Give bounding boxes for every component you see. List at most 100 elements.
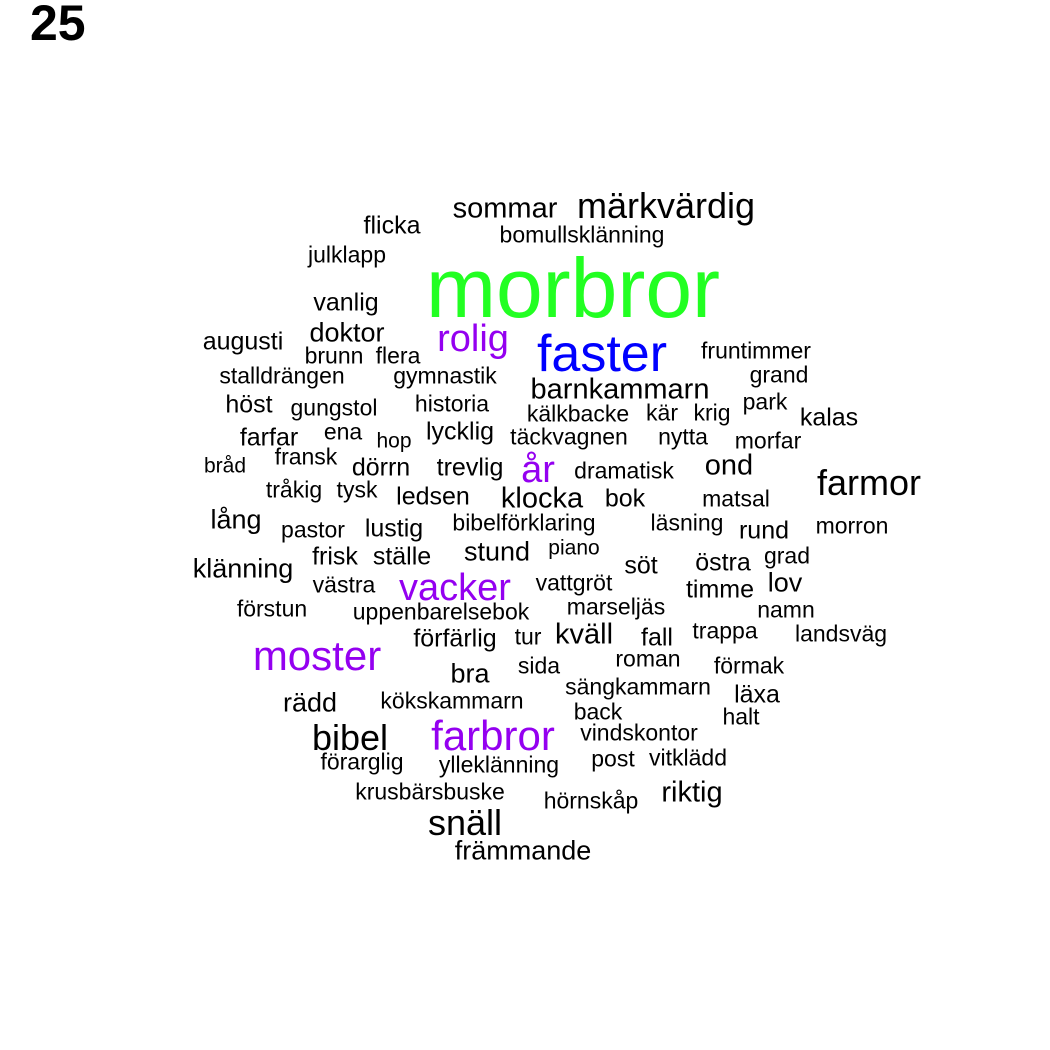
cloud-word: flicka [363,211,421,240]
cloud-word: rund [738,516,790,545]
cloud-word: halt [722,703,760,730]
cloud-word: barnkammarn [530,373,710,406]
cloud-word: fall [641,623,673,652]
cloud-word: landsväg [794,620,888,647]
cloud-word: bibelförklaring [452,509,596,536]
cloud-word: morron [815,512,889,539]
cloud-word: flera [375,342,421,369]
cloud-word: lov [767,567,803,598]
cloud-word: morfar [734,427,802,454]
cloud-word: märkvärdig [576,185,756,226]
cloud-word: vacker [399,567,511,609]
cloud-word: ena [323,418,363,445]
cloud-word: kökskammarn [380,687,524,714]
cloud-word: ledsen [396,482,470,511]
cloud-word: förarglig [320,748,404,775]
cloud-word: riktig [661,776,723,809]
cloud-word: vitklädd [649,744,727,771]
cloud-word: grand [749,361,809,388]
cloud-word: doktor [309,317,385,348]
cloud-word: rädd [282,687,338,718]
cloud-word: kälkbacke [526,400,630,427]
cloud-word: kalas [799,403,859,432]
cloud-word: nytta [658,423,708,450]
cloud-word: stalldrängen [219,362,345,389]
cloud-word: vanlig [313,288,379,317]
cloud-word: västra [312,571,376,598]
cloud-word: uppenbarelsebok [352,598,530,625]
cloud-word: frisk [312,542,358,571]
cloud-word: ylleklänning [438,751,560,778]
cloud-word: farfar [239,423,299,452]
cloud-word: östra [695,548,751,577]
cloud-word: rolig [437,318,509,360]
cloud-word: trappa [692,617,758,644]
cloud-word: faster [536,325,668,383]
cloud-word: pastor [281,516,345,543]
cloud-word: förfärlig [413,624,497,653]
cloud-word: piano [548,536,600,560]
cloud-word: sommar [452,192,558,225]
cloud-word: tråkig [265,476,323,503]
cloud-word: tur [514,623,542,650]
cloud-word: fruntimmer [701,337,811,364]
cloud-word: läsning [650,509,724,536]
cloud-word: täckvagnen [510,423,628,450]
cloud-word: gymnastik [393,362,497,389]
cloud-word: brunn [304,342,364,369]
cloud-word: augusti [202,327,284,356]
cloud-word: historia [414,390,490,417]
cloud-word: förmak [713,652,785,679]
cloud-word: krusbärsbuske [355,778,505,805]
cloud-word: tysk [336,476,378,503]
cloud-word: vindskontor [580,719,698,746]
cloud-word: dramatisk [574,457,674,484]
cloud-word: ond [704,449,754,482]
cloud-word: grad [763,542,811,569]
cloud-word: farbror [431,712,555,759]
cloud-word: söt [624,551,658,580]
cloud-word: bok [604,484,646,513]
cloud-word: hörnskåp [543,787,639,814]
cloud-word: vattgröt [535,569,613,596]
cloud-word: kär [646,399,678,426]
cloud-word: timme [685,575,755,604]
cloud-word: bra [450,658,490,689]
cloud-word: sida [517,652,561,679]
cloud-word: dörrn [351,453,411,482]
cloud-word: bråd [203,454,247,478]
cloud-word: klänning [192,553,294,584]
cloud-word: farmor [816,462,922,503]
cloud-word: snäll [427,802,503,843]
cloud-word: sängkammarn [565,673,711,700]
panel-label: 25 [30,0,86,51]
cloud-word: moster [252,632,382,679]
cloud-word: förstun [236,595,308,622]
cloud-word: ställe [372,542,432,571]
cloud-word: bibel [311,717,389,758]
cloud-word: höst [225,390,273,419]
cloud-word: marseljäs [566,593,666,620]
cloud-word: läxa [734,680,780,709]
cloud-word: roman [615,645,681,672]
cloud-word: lång [210,504,262,535]
cloud-word: främmande [454,835,592,866]
cloud-word: lustig [364,514,424,543]
cloud-word: kväll [554,618,614,651]
cloud-word: gungstol [290,394,378,421]
cloud-word: matsal [702,485,770,512]
cloud-word: hop [376,429,412,453]
cloud-word: krig [693,399,731,426]
cloud-word: klocka [500,482,584,515]
cloud-word: namn [757,596,815,623]
cloud-word: stund [463,536,531,567]
cloud-word: lycklig [425,417,495,446]
cloud-word: post [591,745,635,772]
cloud-word: back [573,698,623,725]
cloud-word: park [742,388,788,415]
cloud-word: år [521,449,555,491]
cloud-word: bomullsklänning [499,221,665,248]
cloud-word: julklapp [308,241,386,268]
cloud-word: trevlig [436,453,504,482]
